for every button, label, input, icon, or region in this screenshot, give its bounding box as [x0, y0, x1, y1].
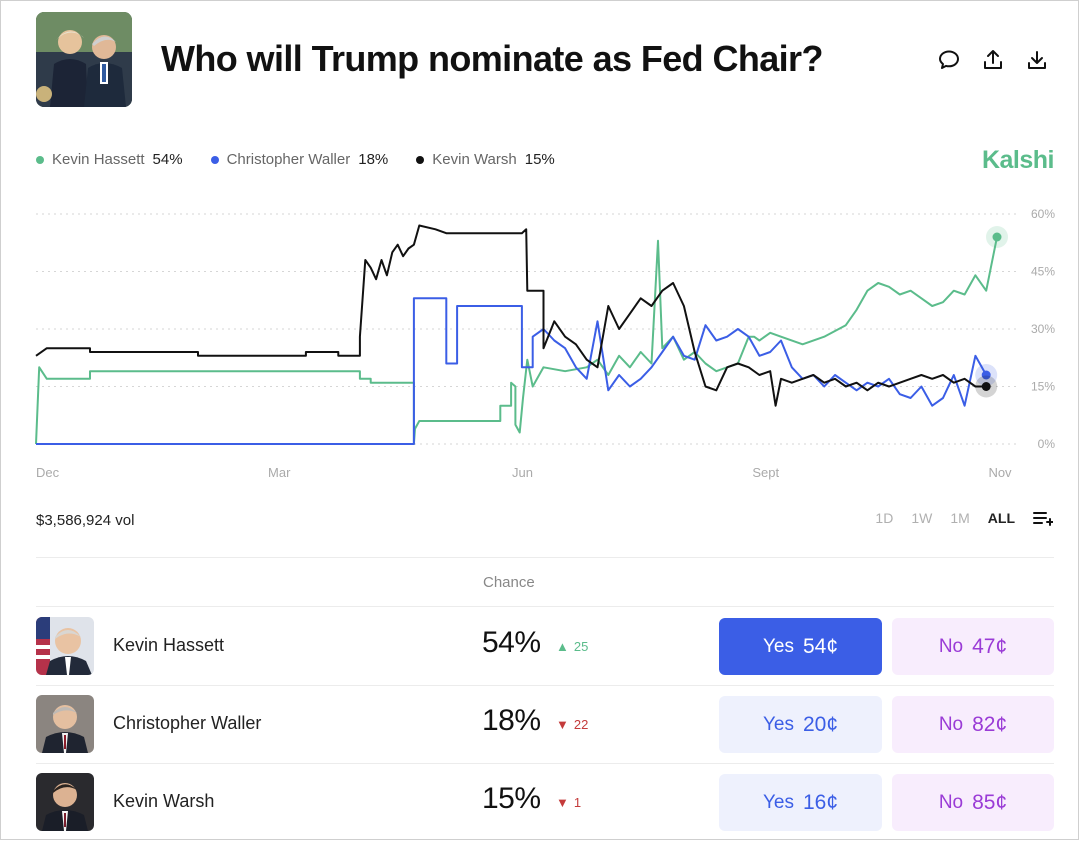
no-price: 85¢: [972, 790, 1008, 814]
no-label: No: [938, 713, 964, 735]
legend-value: 18%: [358, 151, 389, 168]
candidate-name: Kevin Hassett: [113, 635, 225, 655]
avatar: [36, 617, 94, 675]
avatar: [36, 695, 94, 753]
y-tick-label: 0%: [1038, 437, 1056, 451]
triangle-down-icon: ▼: [556, 717, 569, 732]
yes-label: Yes: [762, 713, 794, 735]
series-end-marker: [981, 382, 991, 391]
legend-value: 54%: [152, 151, 183, 168]
no-price: 47¢: [972, 634, 1008, 658]
range-all[interactable]: ALL: [987, 510, 1015, 526]
table-row: Christopher Waller 18% ▼ 22 Yes 20¢ No 8…: [36, 685, 1054, 763]
buy-yes-button[interactable]: Yes 54¢: [719, 618, 882, 675]
y-tick-label: 45%: [1031, 265, 1055, 279]
series-line-kevin-warsh: [35, 224, 987, 407]
triangle-down-icon: ▼: [556, 795, 569, 810]
no-label: No: [938, 791, 964, 813]
no-label: No: [938, 635, 964, 657]
x-tick-label: Sept: [752, 465, 779, 480]
range-selector: 1D 1W 1M ALL: [875, 510, 1053, 526]
legend-item-warsh: Kevin Warsh 15%: [416, 151, 555, 168]
candidate-name: Kevin Warsh: [113, 791, 215, 811]
market-thumbnail: [36, 12, 132, 107]
chance-delta: ▼ 22: [556, 717, 588, 732]
chance-delta: ▼ 1: [556, 795, 581, 810]
yes-price: 16¢: [802, 790, 839, 814]
divider: [36, 685, 1054, 686]
no-price: 82¢: [972, 712, 1008, 736]
series-line-kevin-hassett: [35, 236, 998, 445]
table-row: Kevin Hassett 54% ▲ 25 Yes 54¢ No 47¢: [36, 607, 1054, 685]
kalshi-logo: Kalshi: [981, 146, 1055, 174]
delta-value: 1: [573, 795, 582, 810]
share-icon[interactable]: [981, 48, 1005, 72]
avatar: [36, 773, 94, 831]
chance-column-header: Chance: [483, 574, 535, 591]
chance-value: 15%: [482, 782, 541, 815]
chance-value: 18%: [482, 704, 541, 737]
chance-value: 54%: [482, 626, 541, 659]
price-history-chart[interactable]: 60% 45% 30% 15% 0% Dec Mar Jun Sept Nov: [0, 196, 1079, 492]
buy-no-button[interactable]: No 47¢: [892, 618, 1054, 675]
yes-label: Yes: [762, 791, 794, 813]
buy-no-button[interactable]: No 85¢: [892, 774, 1054, 831]
comment-icon[interactable]: [937, 48, 961, 72]
divider: [36, 557, 1054, 558]
add-list-icon[interactable]: [1033, 510, 1053, 526]
x-tick-label: Nov: [988, 465, 1012, 480]
download-icon[interactable]: [1025, 48, 1049, 72]
buy-yes-button[interactable]: Yes 20¢: [719, 696, 882, 753]
series-end-marker: [981, 370, 991, 380]
delta-value: 25: [573, 639, 589, 654]
yes-price: 54¢: [802, 634, 839, 658]
legend-dot: [416, 155, 425, 164]
divider: [36, 763, 1054, 764]
legend-item-hassett: Kevin Hassett 54%: [36, 151, 183, 168]
candidate-name: Christopher Waller: [113, 713, 262, 733]
legend-item-waller: Christopher Waller 18%: [210, 151, 389, 168]
x-tick-label: Jun: [512, 465, 533, 480]
table-row: Kevin Warsh 15% ▼ 1 Yes 16¢ No 85¢: [36, 763, 1054, 841]
series-line-christopher-waller: [36, 297, 988, 445]
range-1d[interactable]: 1D: [875, 510, 894, 526]
y-tick-label: 30%: [1031, 322, 1055, 336]
legend-name: Kevin Hassett: [52, 151, 145, 168]
x-tick-label: Mar: [268, 465, 291, 480]
legend-dot: [210, 155, 219, 164]
yes-price: 20¢: [802, 712, 839, 736]
triangle-up-icon: ▲: [556, 639, 569, 654]
y-tick-label: 60%: [1031, 207, 1055, 221]
legend-name: Kevin Warsh: [432, 151, 517, 168]
yes-label: Yes: [762, 635, 794, 657]
divider: [36, 606, 1054, 607]
x-tick-label: Dec: [36, 465, 60, 480]
chance-delta: ▲ 25: [556, 639, 588, 654]
legend-dot: [36, 155, 44, 164]
range-1m[interactable]: 1M: [950, 510, 970, 526]
volume-label: $3,586,924 vol: [36, 512, 135, 529]
buy-no-button[interactable]: No 82¢: [892, 696, 1054, 753]
delta-value: 22: [573, 717, 589, 732]
range-1w[interactable]: 1W: [911, 510, 933, 526]
page-title: Who will Trump nominate as Fed Chair?: [161, 38, 823, 79]
chart-legend: Kevin Hassett 54% Christopher Waller 18%…: [36, 151, 555, 168]
series-end-marker: [992, 232, 1002, 242]
buy-yes-button[interactable]: Yes 16¢: [719, 774, 882, 831]
legend-name: Christopher Waller: [226, 151, 351, 168]
y-tick-label: 15%: [1031, 380, 1055, 394]
legend-value: 15%: [524, 151, 555, 168]
